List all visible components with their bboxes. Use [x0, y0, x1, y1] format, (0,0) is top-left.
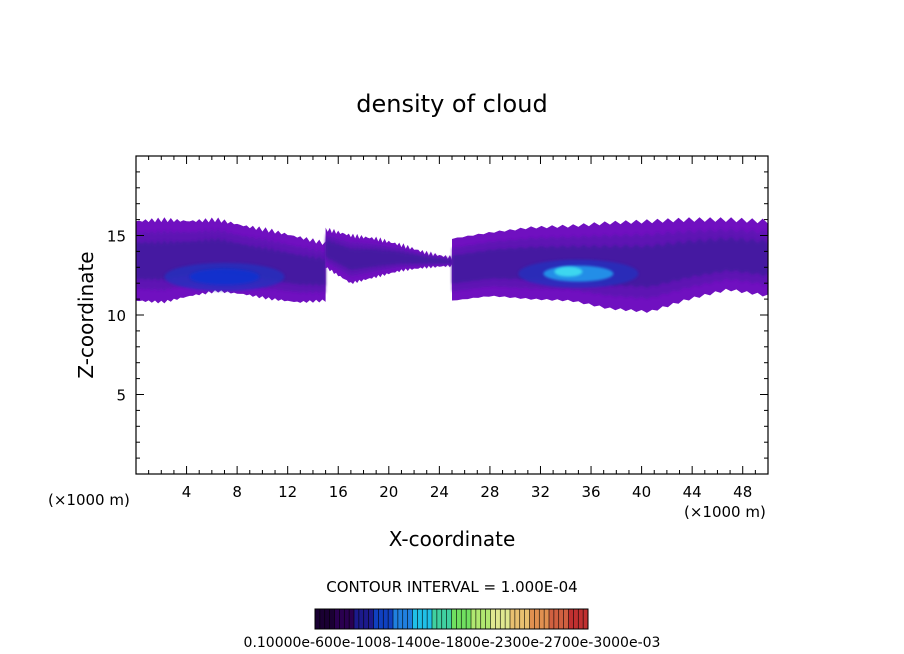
cloud-field	[136, 217, 768, 313]
x-tick-label: 20	[379, 483, 398, 501]
x-unit-label-left: (×1000 m)	[48, 491, 130, 509]
x-tick-label: 4	[182, 483, 192, 501]
colorbar-swatch	[363, 609, 369, 629]
colorbar	[314, 608, 589, 630]
chart-title: density of cloud	[356, 90, 547, 118]
colorbar-swatch	[480, 609, 486, 629]
colorbar-swatch	[432, 609, 438, 629]
colorbar-swatch	[500, 609, 506, 629]
colorbar-swatch	[534, 609, 540, 629]
colorbar-labels: 0.10000e-600e-1008-1400e-1800e-2300e-270…	[244, 635, 661, 651]
x-tick-label: 36	[581, 483, 600, 501]
colorbar-swatch	[344, 609, 350, 629]
colorbar-swatch	[397, 609, 404, 629]
y-tick-label: 15	[107, 228, 126, 246]
colorbar-swatch	[519, 609, 525, 629]
contour-interval-text: CONTOUR INTERVAL = 1.000E-04	[326, 578, 577, 596]
x-tick-label: 24	[430, 483, 449, 501]
colorbar-swatch	[422, 609, 428, 629]
colorbar-swatch	[461, 609, 467, 629]
colorbar-swatch	[456, 609, 462, 629]
colorbar-swatch	[524, 609, 530, 629]
colorbar-swatch	[319, 609, 326, 629]
colorbar-swatch	[446, 609, 452, 629]
colorbar-swatch	[339, 609, 345, 629]
colorbar-swatch	[505, 609, 511, 629]
colorbar-swatch	[485, 609, 491, 629]
colorbar-swatch	[388, 609, 394, 629]
colorbar-swatch	[412, 609, 418, 629]
x-tick-label: 32	[531, 483, 550, 501]
colorbar-swatch	[544, 609, 550, 629]
colorbar-swatch	[441, 609, 447, 629]
colorbar-swatch	[358, 609, 365, 629]
y-tick-label: 10	[107, 307, 126, 325]
colorbar-swatch	[378, 609, 384, 629]
colorbar-swatch	[510, 609, 516, 629]
colorbar-swatch	[315, 609, 321, 629]
colorbar-swatch	[471, 609, 477, 629]
colorbar-swatch	[495, 609, 501, 629]
x-tick-label: 12	[278, 483, 297, 501]
y-axis: 5 10 15	[107, 171, 768, 459]
colorbar-swatch	[563, 609, 569, 629]
colorbar-swatch	[568, 609, 574, 629]
colorbar-swatch	[539, 609, 545, 629]
colorbar-swatch	[383, 609, 389, 629]
colorbar-frame	[314, 608, 589, 630]
x-tick-label: 8	[232, 483, 242, 501]
x-axis-label: X-coordinate	[389, 527, 516, 551]
cloud-peak-core	[554, 266, 583, 277]
cloud-peak	[189, 268, 260, 285]
colorbar-swatch	[329, 609, 335, 629]
colorbar-swatch	[407, 609, 413, 629]
colorbar-swatch	[393, 609, 399, 629]
x-tick-label: 28	[480, 483, 499, 501]
colorbar-swatch	[354, 609, 360, 629]
colorbar-swatch	[514, 609, 521, 629]
colorbar-swatch	[558, 609, 564, 629]
x-tick-label: 40	[632, 483, 651, 501]
colorbar-swatch	[349, 609, 355, 629]
colorbar-swatch	[549, 609, 555, 629]
colorbar-swatch	[529, 609, 535, 629]
colorbar-swatch	[490, 609, 496, 629]
plot-area	[136, 217, 768, 313]
colorbar-swatch	[475, 609, 482, 629]
colorbar-swatch	[324, 609, 330, 629]
colorbar-swatch	[451, 609, 457, 629]
x-axis: 4 8 12 16 20 24 28 32 36 40 44 48	[148, 156, 769, 501]
x-unit-label-right: (×1000 m)	[684, 503, 766, 521]
colorbar-swatch	[402, 609, 408, 629]
colorbar-swatch	[553, 609, 560, 629]
x-tick-label: 16	[329, 483, 348, 501]
cloud-region-core	[325, 238, 452, 272]
plot-frame	[135, 155, 769, 475]
colorbar-swatch	[578, 609, 584, 629]
colorbar-swatch	[573, 609, 579, 629]
x-tick-label: 44	[683, 483, 702, 501]
colorbar-swatch	[583, 609, 589, 629]
colorbar-swatch	[466, 609, 472, 629]
colorbar-swatch	[417, 609, 423, 629]
colorbar-swatch	[427, 609, 433, 629]
y-axis-label: Z-coordinate	[74, 251, 98, 378]
colorbar-swatch	[334, 609, 340, 629]
y-tick-label: 5	[116, 387, 126, 405]
colorbar-swatch	[373, 609, 379, 629]
colorbar-swatch	[436, 609, 443, 629]
colorbar-swatch	[368, 609, 374, 629]
x-tick-label: 48	[733, 483, 752, 501]
